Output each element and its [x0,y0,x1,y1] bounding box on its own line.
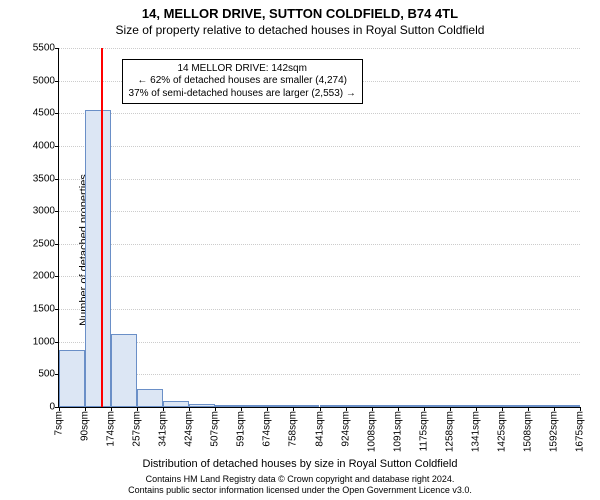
footnote: Contains HM Land Registry data © Crown c… [0,474,600,496]
callout-line: ← 62% of detached houses are smaller (4,… [129,75,356,88]
histogram-bar [59,350,85,407]
page-title: 14, MELLOR DRIVE, SUTTON COLDFIELD, B74 … [0,0,600,21]
x-tick-label: 1675sqm [575,407,586,452]
x-axis-label: Distribution of detached houses by size … [0,458,600,470]
x-tick-label: 1258sqm [444,407,455,452]
x-tick-label: 1008sqm [366,407,377,452]
x-tick-label: 424sqm [184,407,195,447]
property-marker-line [101,48,103,407]
x-tick-label: 1592sqm [548,407,559,452]
histogram-bar [111,334,137,407]
gridline [59,342,580,343]
y-tick-mark [55,342,59,343]
x-tick-label: 174sqm [106,407,117,447]
gridline [59,179,580,180]
x-tick-label: 758sqm [288,407,299,447]
y-tick-mark [55,48,59,49]
callout-box: 14 MELLOR DRIVE: 142sqm← 62% of detached… [122,59,363,105]
x-tick-label: 1425sqm [496,407,507,452]
callout-line: 14 MELLOR DRIVE: 142sqm [129,63,356,76]
x-tick-label: 591sqm [236,407,247,447]
x-tick-label: 257sqm [132,407,143,447]
x-tick-label: 1175sqm [418,407,429,451]
y-tick-mark [55,309,59,310]
y-tick-mark [55,211,59,212]
x-tick-label: 924sqm [340,407,351,447]
y-tick-mark [55,81,59,82]
callout-line: 37% of semi-detached houses are larger (… [129,88,356,101]
gridline [59,48,580,49]
gridline [59,276,580,277]
gridline [59,211,580,212]
x-tick-label: 674sqm [262,407,273,447]
x-tick-label: 7sqm [54,407,65,435]
gridline [59,244,580,245]
histogram-bar [85,110,111,407]
footnote-line-2: Contains public sector information licen… [0,485,600,496]
x-tick-label: 1341sqm [470,407,481,452]
x-tick-label: 1091sqm [392,407,403,452]
x-tick-label: 841sqm [314,407,325,447]
gridline [59,309,580,310]
x-tick-label: 1508sqm [522,407,533,452]
histogram-bar [137,389,163,407]
y-tick-mark [55,146,59,147]
y-tick-mark [55,244,59,245]
y-tick-mark [55,276,59,277]
y-tick-mark [55,113,59,114]
gridline [59,113,580,114]
gridline [59,146,580,147]
y-tick-mark [55,179,59,180]
x-tick-label: 507sqm [210,407,221,447]
plot-area: 0500100015002000250030003500400045005000… [58,48,580,408]
chart: 0500100015002000250030003500400045005000… [58,48,580,408]
x-tick-label: 90sqm [80,407,91,441]
x-tick-label: 341sqm [158,407,169,447]
gridline [59,374,580,375]
footnote-line-1: Contains HM Land Registry data © Crown c… [0,474,600,485]
page-subtitle: Size of property relative to detached ho… [0,21,600,37]
